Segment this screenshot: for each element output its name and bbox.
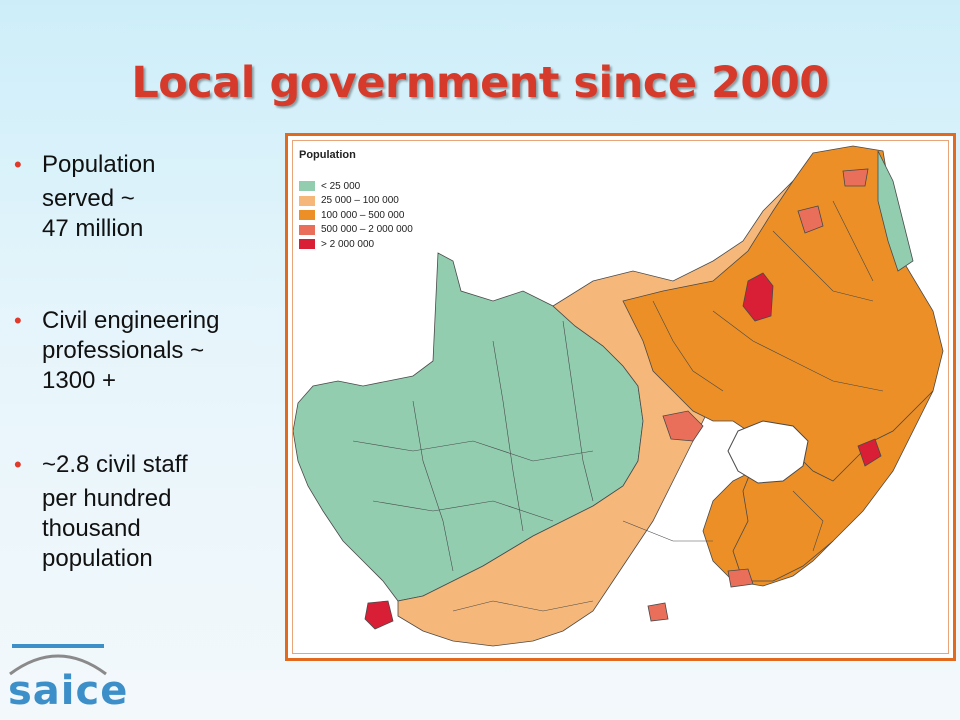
region-medium-free-state (662, 410, 704, 442)
bullet-line: 47 million (42, 215, 144, 242)
bullet-line: professionals ~ (42, 337, 205, 364)
legend-title: Population (299, 149, 356, 161)
legend-swatch (299, 195, 315, 206)
bullet-line: per hundred (42, 485, 172, 512)
legend-label: 100 000 – 500 000 (321, 209, 405, 221)
legend-item: > 2 000 000 (299, 237, 413, 252)
legend-item: 25 000 – 100 000 (299, 194, 413, 209)
legend-swatch (299, 181, 315, 192)
region-east-coast (732, 390, 934, 582)
bullet-line: Population (42, 151, 156, 178)
saice-logo: saice (6, 640, 127, 716)
slide-title: Local government since 2000 (131, 58, 829, 108)
metro-durban (857, 438, 882, 467)
metro-cape-town (364, 600, 394, 630)
region-medium-port-elizabeth (647, 602, 669, 622)
municipal-boundaries (352, 200, 884, 612)
legend-swatch (299, 239, 315, 250)
bullet-dot: • (14, 452, 22, 477)
legend-item: 100 000 – 500 000 (299, 208, 413, 223)
bullet-line: Civil engineering (42, 307, 220, 334)
bullet-line: population (42, 545, 153, 572)
legend-label: < 25 000 (321, 180, 361, 192)
logo-arc-icon (9, 644, 107, 676)
map-legend: Population < 25 000 25 000 – 100 000 100… (299, 149, 413, 252)
bullet-population: • Population served ~ 47 million (10, 150, 155, 244)
legend-label: 25 000 – 100 000 (321, 195, 399, 207)
population-map: Population < 25 000 25 000 – 100 000 100… (292, 140, 949, 654)
legend-item: 500 000 – 2 000 000 (299, 223, 413, 238)
region-lowveld-green (877, 150, 914, 272)
bullet-dot: • (14, 308, 22, 333)
legend-item: < 25 000 (299, 179, 413, 194)
south-africa-map (293, 145, 944, 647)
bullet-line: ~2.8 civil staff (42, 451, 188, 478)
legend-label: 500 000 – 2 000 000 (321, 224, 413, 236)
bullet-professionals: • Civil engineering professionals ~ 1300… (10, 306, 219, 396)
bullet-staff: • ~2.8 civil staff per hundred thousand … (10, 450, 188, 574)
region-medium-east-london (727, 568, 754, 588)
bullet-line: 1300 + (42, 367, 117, 394)
region-medium-north (797, 205, 824, 234)
legend-swatch (299, 210, 315, 221)
lesotho (727, 420, 809, 484)
legend-swatch (299, 224, 315, 235)
metro-gauteng (742, 272, 774, 322)
bullet-line: served ~ (42, 185, 135, 212)
legend-label: > 2 000 000 (321, 238, 375, 250)
region-medium-northeast (842, 168, 869, 187)
bullet-dot: • (14, 152, 22, 177)
bullet-line: thousand (42, 515, 141, 542)
logo-text: saice (8, 668, 129, 714)
population-map-frame: Population < 25 000 25 000 – 100 000 100… (285, 133, 956, 661)
